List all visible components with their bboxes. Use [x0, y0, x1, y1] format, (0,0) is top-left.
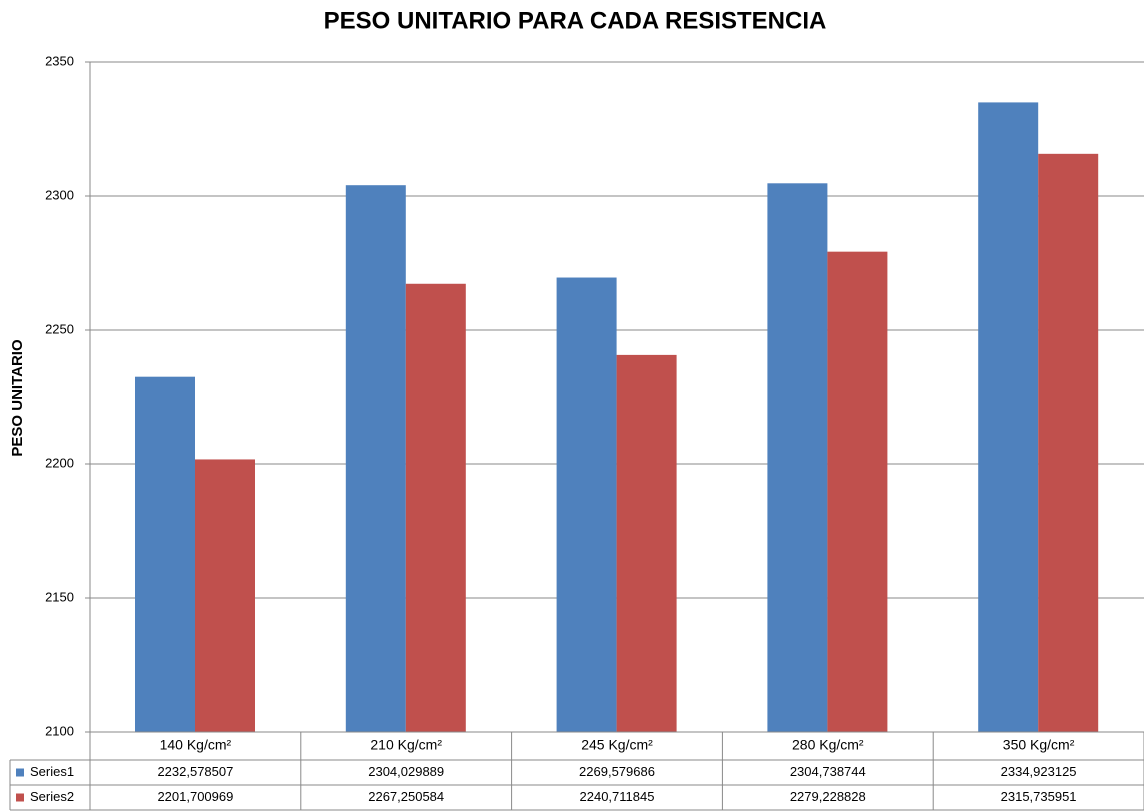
data-label: 2232,578507 — [157, 764, 233, 779]
x-tick-label: 280 Kg/cm² — [792, 737, 864, 753]
y-tick-label: 2300 — [45, 187, 74, 202]
y-tick-label: 2150 — [45, 589, 74, 604]
data-label: 2279,228828 — [790, 789, 866, 804]
bar — [1038, 153, 1099, 733]
data-label: 2315,735951 — [1001, 789, 1077, 804]
bar — [978, 102, 1039, 733]
data-label: 2201,700969 — [157, 789, 233, 804]
legend-key — [16, 793, 24, 802]
data-label: 2304,029889 — [368, 764, 444, 779]
x-tick-label: 210 Kg/cm² — [370, 737, 442, 753]
legend-label: Series2 — [30, 789, 74, 804]
data-label: 2269,579686 — [579, 764, 655, 779]
bar — [345, 185, 406, 732]
y-axis-label: PESO UNITARIO — [9, 339, 26, 457]
x-tick-label: 140 Kg/cm² — [160, 737, 232, 753]
bar — [405, 283, 466, 732]
y-tick-label: 2200 — [45, 455, 74, 470]
bar — [195, 459, 255, 732]
bar — [135, 376, 195, 732]
data-label: 2240,711845 — [580, 789, 655, 804]
chart-title: PESO UNITARIO PARA CADA RESISTENCIA — [324, 7, 827, 34]
legend-key — [16, 768, 24, 777]
data-label: 2334,923125 — [1001, 764, 1077, 779]
y-tick-label: 2250 — [45, 321, 74, 336]
y-tick-label: 2100 — [45, 723, 74, 738]
bar — [827, 251, 888, 732]
data-label: 2267,250584 — [368, 789, 444, 804]
bar — [767, 183, 828, 732]
data-label: 2304,738744 — [790, 764, 866, 779]
x-tick-label: 350 Kg/cm² — [1003, 737, 1075, 753]
bar — [556, 277, 617, 732]
x-tick-label: 245 Kg/cm² — [581, 737, 653, 753]
y-tick-label: 2350 — [45, 53, 74, 68]
legend-label: Series1 — [30, 764, 74, 779]
bar — [616, 354, 677, 732]
